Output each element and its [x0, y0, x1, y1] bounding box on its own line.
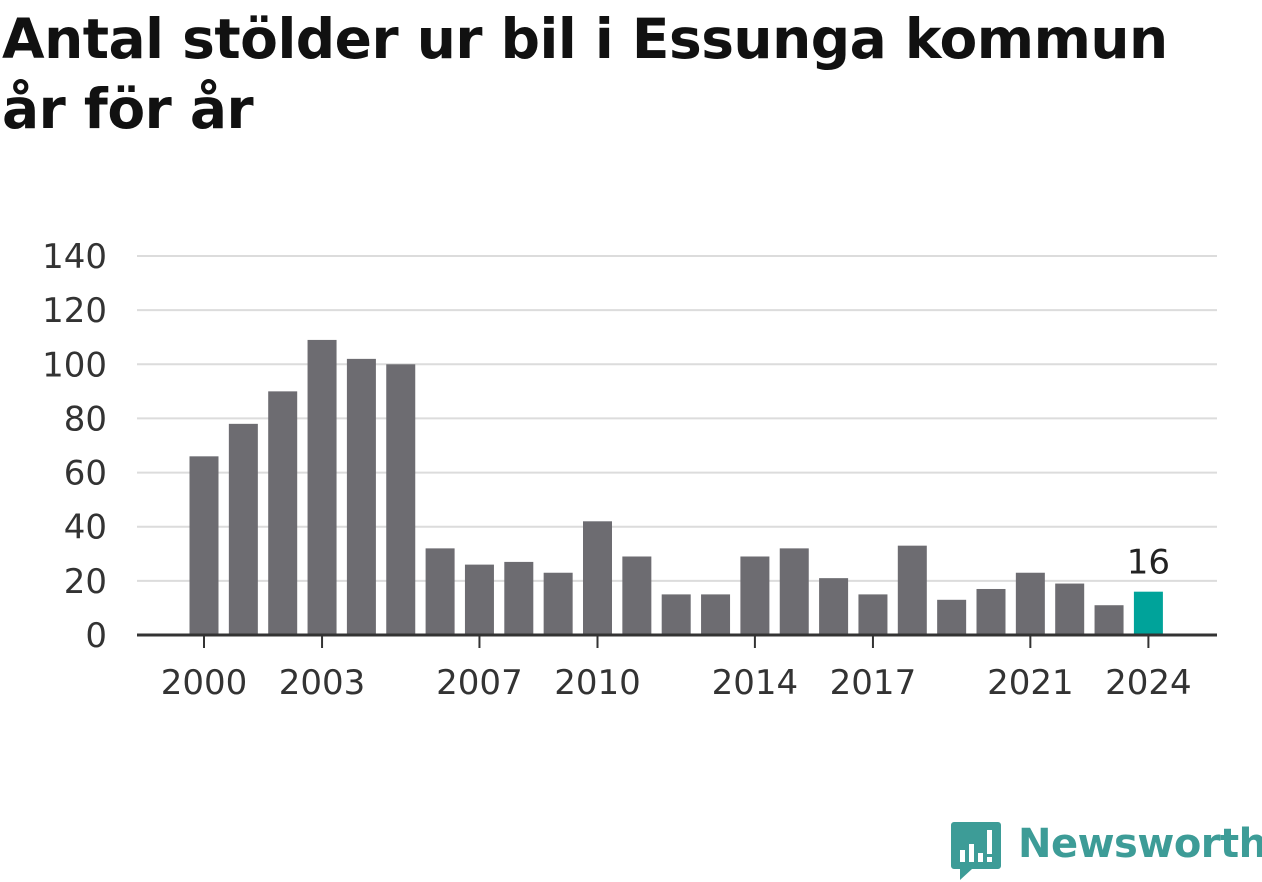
- bar-2014: [740, 556, 770, 635]
- y-tick-label: 60: [64, 454, 107, 494]
- bar-2022: [1055, 583, 1085, 635]
- x-axis-ticks: 2000 2003 2007 2010 2014 2017 2021 2024: [161, 635, 1192, 703]
- y-axis-ticks: 0 20 40 60 80 100 120 140: [42, 237, 107, 656]
- bar-2001: [228, 423, 258, 635]
- bar-2017: [858, 594, 888, 635]
- bars: [189, 339, 1163, 635]
- bar-2007: [464, 564, 494, 635]
- y-tick-label: 80: [64, 399, 107, 439]
- bar-2006: [425, 548, 455, 635]
- newsworthy-brand: Newsworthy: [950, 818, 1262, 880]
- x-tick-label: 2021: [987, 663, 1074, 703]
- y-tick-label: 20: [64, 562, 107, 602]
- bar-2004: [346, 358, 376, 635]
- x-tick-label: 2017: [830, 663, 917, 703]
- bar-2020: [976, 588, 1006, 635]
- bar-2021: [1015, 572, 1045, 635]
- bar-2009: [543, 572, 573, 635]
- bar-2015: [779, 548, 809, 635]
- y-tick-label: 120: [42, 291, 107, 331]
- bar-2016: [819, 578, 849, 635]
- chart-title: Antal stölder ur bil i Essunga kommun år…: [2, 7, 1168, 141]
- x-tick-label: 2003: [279, 663, 366, 703]
- brand-name: Newsworthy: [1018, 821, 1262, 867]
- x-tick-label: 2007: [436, 663, 523, 703]
- bar-2000: [189, 456, 219, 635]
- bar-2010: [583, 521, 612, 635]
- x-tick-label: 2010: [554, 663, 641, 703]
- grid-lines: [137, 255, 1217, 582]
- x-tick-label: 2000: [161, 663, 248, 703]
- bar-2019: [937, 599, 967, 635]
- annotations: 16: [1127, 543, 1170, 583]
- bar-2003: [307, 339, 337, 635]
- bar-2005: [386, 364, 416, 635]
- y-tick-label: 140: [42, 237, 107, 277]
- bar-2011: [622, 556, 652, 635]
- x-tick-label: 2024: [1105, 663, 1192, 703]
- bar-2012: [661, 594, 691, 635]
- bar-2013: [701, 594, 731, 635]
- bar-2002: [268, 391, 298, 635]
- bar-2008: [504, 561, 534, 635]
- newsworthy-logo-icon: [951, 822, 1001, 880]
- x-tick-label: 2014: [712, 663, 799, 703]
- y-tick-label: 0: [85, 616, 107, 656]
- bar-2023: [1094, 605, 1124, 635]
- data-label-2024: 16: [1127, 543, 1170, 583]
- bar-2024: [1133, 591, 1163, 635]
- bar-2018: [897, 545, 927, 635]
- y-tick-label: 40: [64, 508, 107, 548]
- y-tick-label: 100: [42, 345, 107, 385]
